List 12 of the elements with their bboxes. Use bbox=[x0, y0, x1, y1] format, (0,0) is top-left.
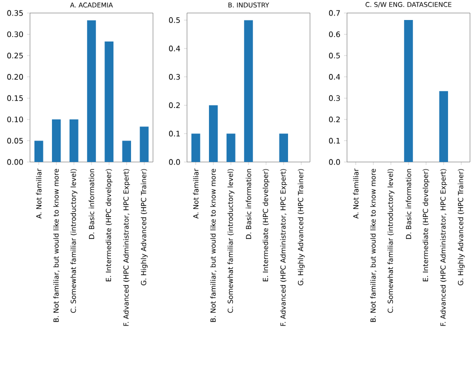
bar bbox=[52, 119, 61, 162]
bar bbox=[140, 126, 149, 162]
bar bbox=[34, 140, 44, 162]
bar bbox=[122, 140, 132, 162]
bar bbox=[244, 20, 253, 162]
bar bbox=[87, 20, 96, 162]
bar bbox=[208, 105, 218, 162]
bar bbox=[191, 134, 200, 162]
bar bbox=[104, 42, 114, 162]
bar bbox=[279, 134, 288, 162]
bar bbox=[70, 119, 78, 162]
bar bbox=[226, 134, 236, 162]
